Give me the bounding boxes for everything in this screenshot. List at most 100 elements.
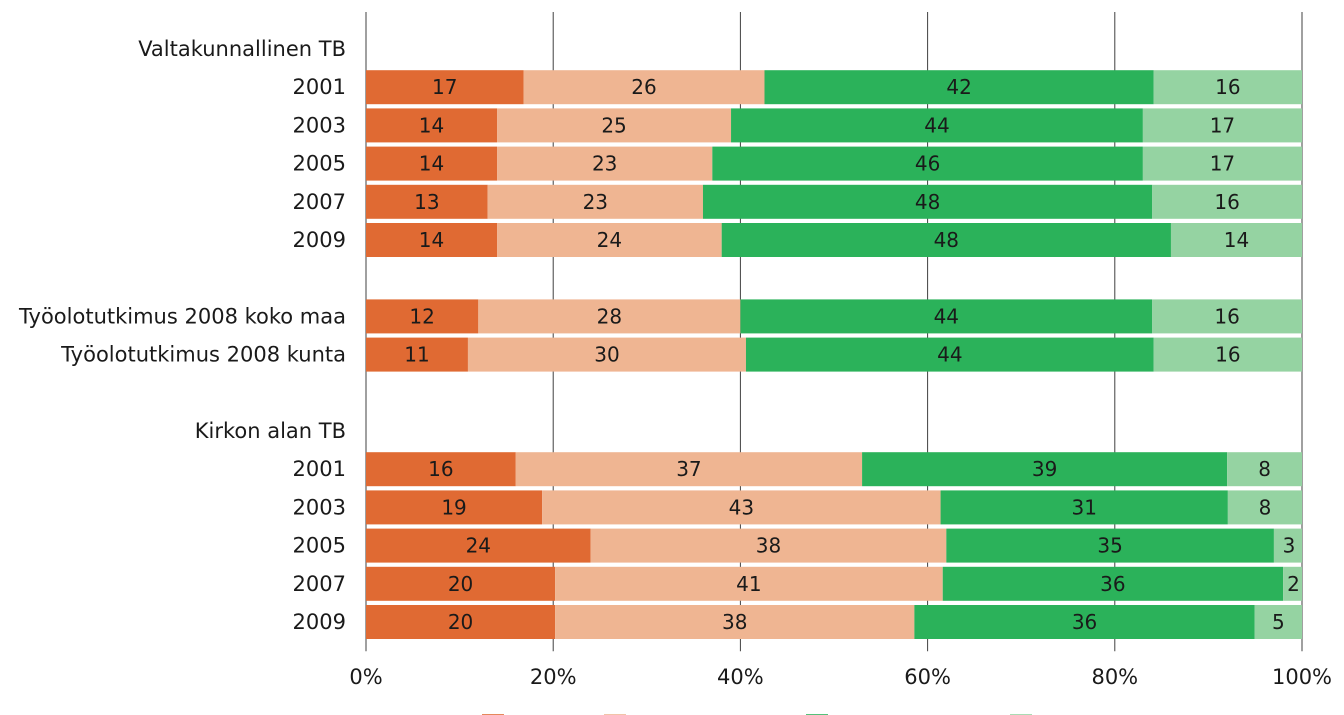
row-label: Työolotutkimus 2008 kunta (60, 343, 346, 367)
data-label: 36 (1100, 572, 1125, 596)
data-label: 3 (1283, 534, 1296, 558)
bar-segment (1254, 605, 1302, 639)
x-axis-ticks: 0% 20% 40% 60% 80% 100% (349, 665, 1332, 689)
data-label: 14 (1224, 228, 1249, 252)
bar-segment (366, 490, 543, 525)
row-label: Työolotutkimus 2008 koko maa (18, 304, 346, 328)
data-label: 39 (1032, 457, 1057, 481)
data-label: 19 (441, 495, 466, 519)
data-label: 26 (631, 75, 656, 99)
data-label: 2 (1287, 572, 1300, 596)
data-label: 36 (1072, 610, 1097, 634)
data-label: 24 (597, 228, 622, 252)
bar-segment (515, 452, 863, 487)
bar-segment (590, 528, 947, 563)
data-label: 37 (676, 457, 701, 481)
data-label: 38 (722, 610, 747, 634)
bar-segment (366, 108, 498, 143)
data-label: 16 (1215, 75, 1240, 99)
bar-segment (487, 184, 703, 219)
x-tick-label: 60% (904, 665, 951, 689)
data-label: 5 (1272, 610, 1285, 634)
data-label: 46 (915, 152, 940, 176)
data-label: 35 (1097, 534, 1122, 558)
bar-segment (1142, 146, 1302, 181)
bar-segment (497, 146, 713, 181)
x-tick-label: 0% (349, 665, 382, 689)
data-label: 44 (937, 343, 962, 367)
bar-segment (467, 337, 746, 372)
data-label: 12 (409, 304, 434, 328)
data-label: 17 (432, 75, 457, 99)
data-label: 14 (419, 152, 444, 176)
bar-segment (940, 490, 1228, 525)
bar-segment (702, 184, 1153, 219)
x-tick-label: 100% (1272, 665, 1332, 689)
bar-segment (942, 566, 1284, 601)
data-label: 17 (1210, 113, 1235, 137)
row-label: 2001 (293, 457, 346, 481)
bar-segment (1152, 184, 1302, 219)
data-label: 23 (592, 152, 617, 176)
row-label: 2005 (293, 152, 346, 176)
data-label: 8 (1259, 495, 1272, 519)
bar-segment (555, 566, 943, 601)
data-label: 16 (428, 457, 453, 481)
bar-segment (497, 223, 722, 257)
bar-segment (1227, 490, 1302, 525)
row-label: 2007 (293, 572, 346, 596)
data-label: 14 (419, 228, 444, 252)
data-label: 31 (1071, 495, 1096, 519)
bar-segment (914, 605, 1255, 639)
bar-segment (366, 184, 488, 219)
bar-segment (862, 452, 1228, 487)
bar-segment (366, 70, 524, 105)
data-label: 23 (583, 190, 608, 214)
data-label: 25 (601, 113, 626, 137)
data-label: 43 (729, 495, 754, 519)
data-label: 20 (448, 572, 473, 596)
row-label: 2001 (293, 75, 346, 99)
bar-segment (1227, 452, 1302, 487)
data-label: 16 (1214, 190, 1239, 214)
bar-segment (366, 566, 556, 601)
x-tick-label: 80% (1091, 665, 1138, 689)
data-label: 16 (1215, 343, 1240, 367)
data-label: 28 (597, 304, 622, 328)
bar-segment (366, 146, 498, 181)
data-label: 42 (946, 75, 971, 99)
bar-segment (946, 528, 1274, 563)
bar-segment (1142, 108, 1302, 143)
row-label: 2009 (293, 228, 346, 252)
bar-segment (366, 299, 479, 334)
bar-segment (366, 337, 468, 372)
data-label: 44 (934, 304, 959, 328)
data-label: 30 (594, 343, 619, 367)
bar-segment (542, 490, 941, 525)
bar-segment (1273, 528, 1302, 563)
group-label: Valtakunnallinen TB (138, 37, 346, 61)
data-label: 11 (404, 343, 429, 367)
data-label: 24 (466, 534, 491, 558)
row-label: 2005 (293, 534, 346, 558)
row-label: 2003 (293, 113, 346, 137)
data-label: 48 (915, 190, 940, 214)
bar-segment (523, 70, 765, 105)
row-label: 2007 (293, 190, 346, 214)
bar-segment (740, 299, 1153, 334)
bar-segment (712, 146, 1143, 181)
bar-segment (731, 108, 1143, 143)
bar-segment (764, 70, 1154, 105)
x-tick-label: 20% (530, 665, 577, 689)
bar-segment (1170, 223, 1302, 257)
bar-segment (721, 223, 1171, 257)
x-tick-label: 40% (717, 665, 764, 689)
bar-segment (478, 299, 741, 334)
data-label: 16 (1214, 304, 1239, 328)
data-label: 48 (934, 228, 959, 252)
bar-segment (366, 605, 556, 639)
data-label: 13 (414, 190, 439, 214)
data-label: 17 (1210, 152, 1235, 176)
